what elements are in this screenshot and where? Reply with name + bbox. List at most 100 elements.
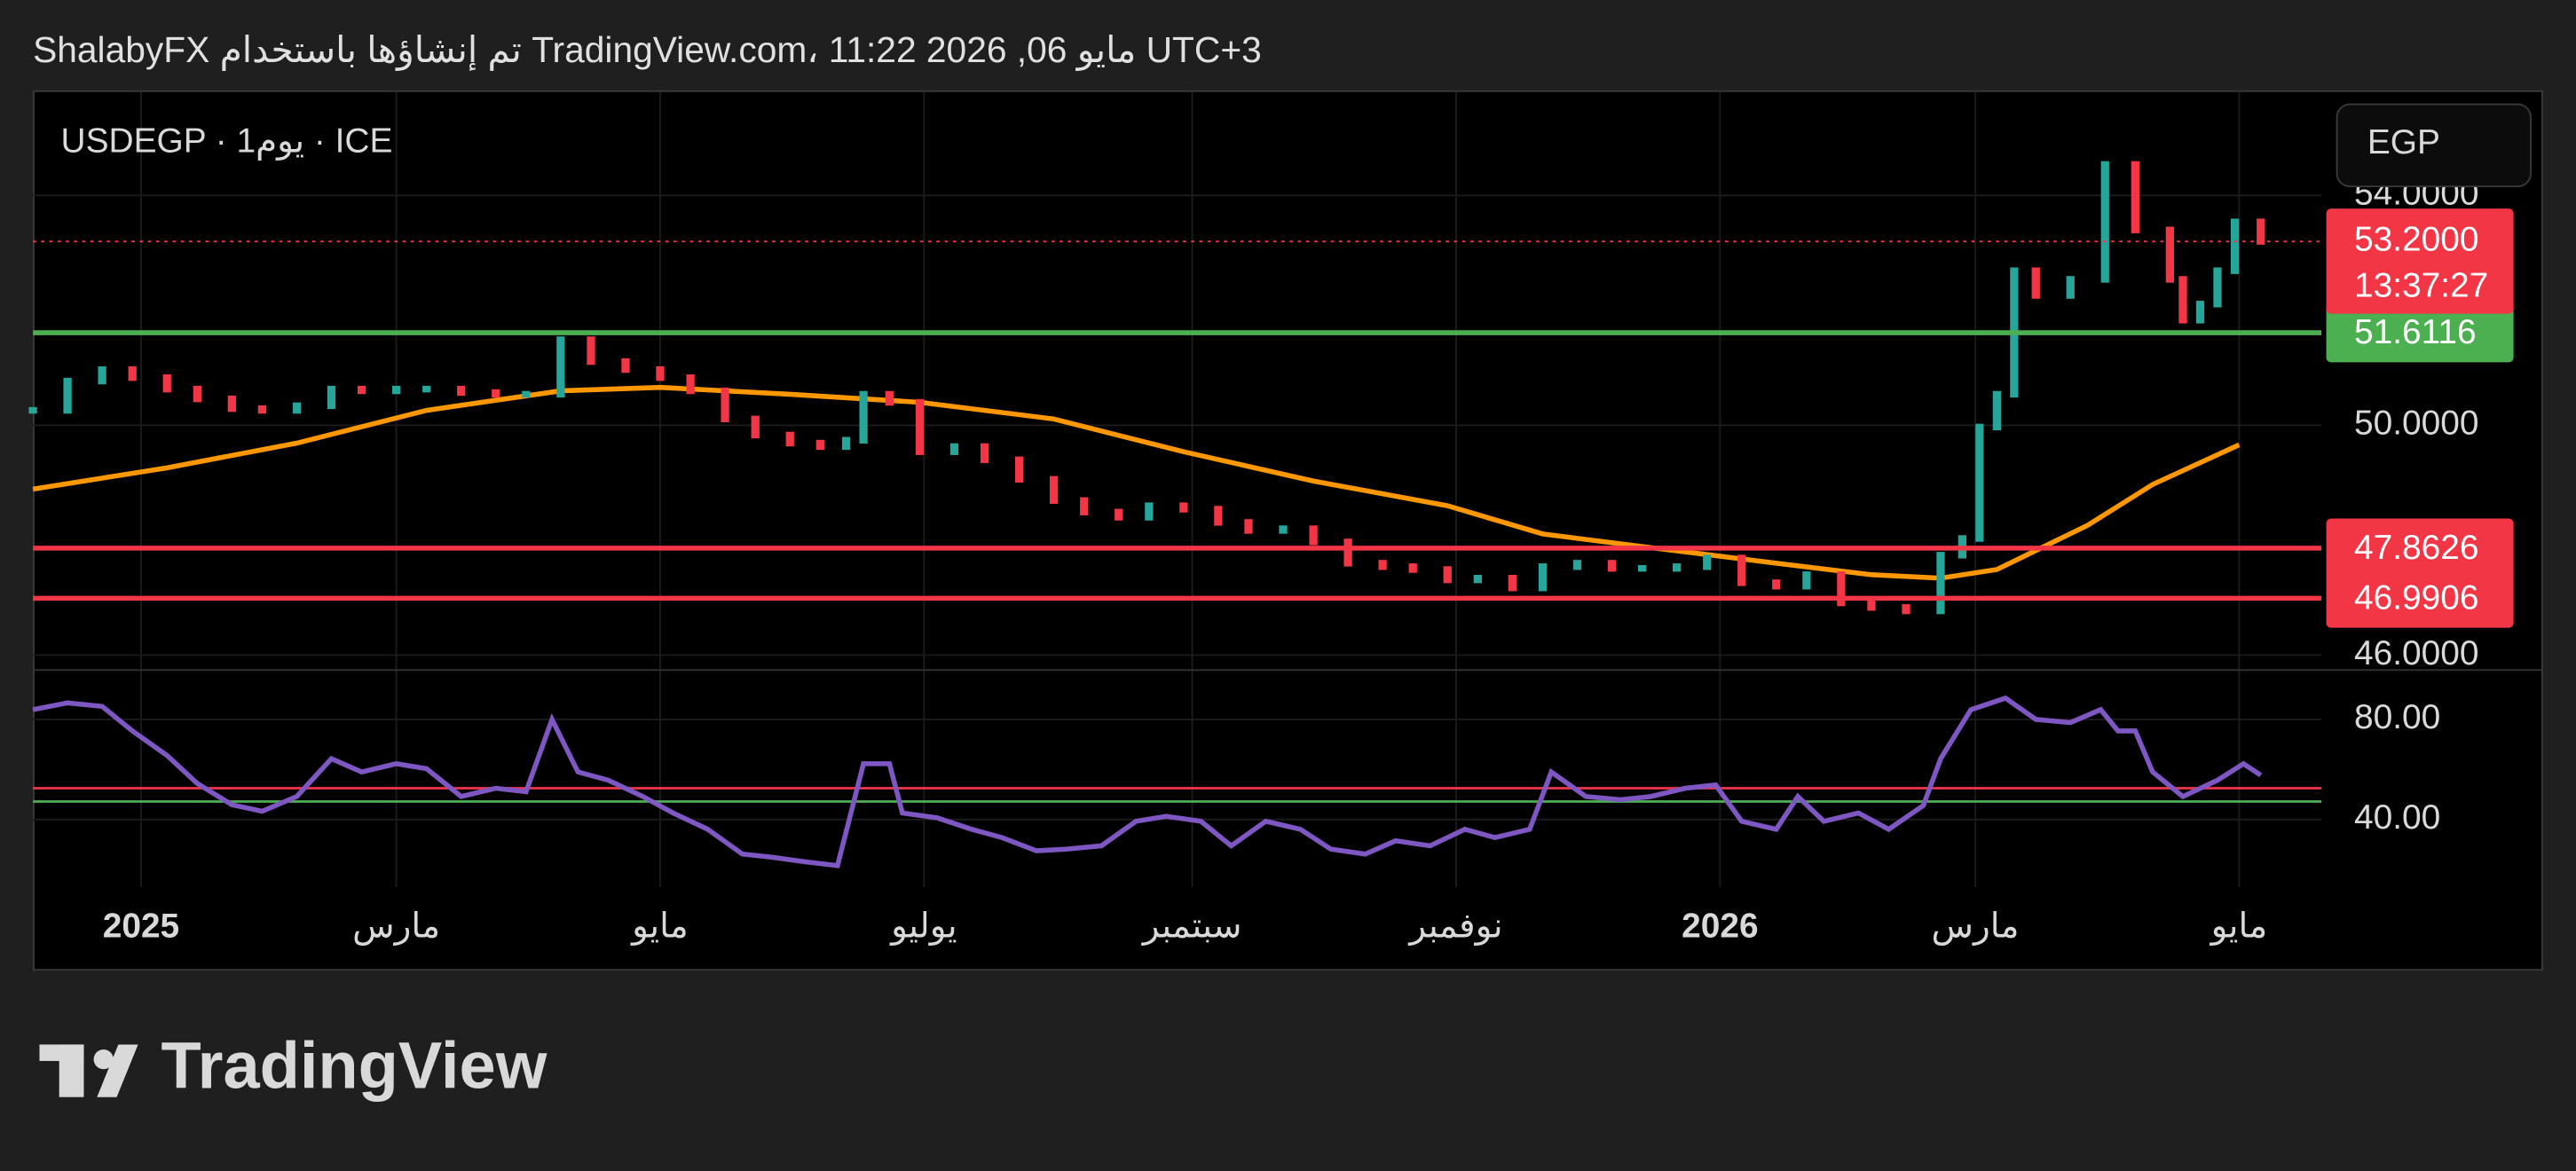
candle [128, 365, 137, 381]
candle [1145, 502, 1154, 521]
candle [1992, 390, 2001, 431]
last-price-label: 53.2000 [2354, 220, 2478, 258]
candle [522, 390, 531, 398]
candle [492, 389, 500, 398]
candle [2257, 218, 2265, 245]
candle [391, 385, 401, 395]
x-tick-label: مارس [352, 907, 440, 945]
logo-icon [39, 1044, 138, 1097]
candle [721, 387, 729, 423]
candle [1080, 497, 1089, 515]
candle [1014, 456, 1024, 483]
candle [785, 431, 794, 447]
candle [2066, 276, 2075, 299]
candle [621, 358, 630, 373]
candle [457, 385, 466, 397]
level-label: 46.9906 [2354, 578, 2478, 617]
candle [327, 385, 336, 410]
currency-button[interactable] [2336, 103, 2532, 188]
candle [1837, 571, 1846, 607]
candle [1607, 560, 1617, 572]
candle [1309, 525, 1318, 546]
x-tick-label: مارس [1932, 907, 2020, 945]
candle [2195, 301, 2205, 324]
x-tick-label: سبتمبر [1141, 907, 1242, 946]
candle [1244, 519, 1253, 534]
candle [686, 373, 695, 395]
candle [162, 373, 171, 393]
level-box [2326, 518, 2514, 578]
candle [2213, 267, 2222, 308]
candle [1443, 566, 1452, 584]
last-price-box [2326, 208, 2514, 314]
candle [1572, 560, 1582, 570]
candle [1408, 563, 1417, 573]
level-label: 51.6116 [2354, 313, 2477, 351]
candle [2031, 267, 2040, 299]
candle [1975, 423, 1984, 542]
candle [2131, 161, 2139, 233]
x-tick-label: 2026 [1682, 907, 1758, 945]
candle [1473, 575, 1482, 584]
candle [656, 365, 665, 381]
candle [1867, 599, 1876, 611]
candle [292, 402, 302, 414]
candle [1637, 564, 1647, 572]
candle [98, 365, 106, 385]
candle [357, 385, 366, 395]
logo-text: TradingView [161, 1029, 547, 1103]
y-tick-label: 40.00 [2354, 798, 2440, 837]
rsi-line [32, 695, 2263, 868]
candle [1672, 563, 1682, 572]
symbol-title: USDEGP · 1يوم · ICE [61, 122, 393, 161]
candle [815, 439, 824, 451]
candle [1343, 538, 1352, 567]
x-tick-label: مايو [630, 907, 689, 946]
y-tick-label: 50.0000 [2354, 405, 2478, 443]
candle [1378, 560, 1387, 570]
candle [751, 415, 760, 439]
candle [556, 336, 565, 398]
candle [2100, 161, 2109, 283]
x-tick-label: نوفمبر [1407, 907, 1502, 946]
candle [1737, 554, 1746, 586]
candle [1214, 506, 1223, 526]
candle [859, 390, 868, 444]
candle [2178, 276, 2187, 324]
candle [1936, 552, 1945, 615]
candle [1508, 575, 1516, 592]
candle [28, 406, 37, 414]
countdown: 13:37:27 [2354, 266, 2488, 304]
x-tick-label: 2025 [103, 907, 179, 945]
header: ShalabyFX تم إنشاؤها باستخدام TradingVie… [33, 29, 1262, 71]
candle [422, 385, 431, 393]
level-box [2326, 303, 2514, 363]
candle [1703, 554, 1712, 570]
y-tick-label: 46.0000 [2354, 634, 2478, 672]
candle [1179, 502, 1188, 513]
candle [1802, 571, 1811, 590]
level-label: 47.8626 [2354, 529, 2478, 567]
x-tick-label: يوليو [889, 907, 957, 946]
candle [1538, 563, 1548, 592]
currency-label[interactable]: EGP [2367, 123, 2440, 161]
candle [193, 385, 201, 403]
candle [63, 377, 72, 414]
candle [1279, 525, 1288, 534]
chart-panel [33, 90, 2543, 971]
candle [1115, 508, 1123, 521]
candle [257, 405, 267, 414]
candle [1772, 579, 1781, 590]
candle [2165, 226, 2174, 283]
level-box [2326, 569, 2514, 628]
moving-average [32, 384, 2241, 581]
y-tick-label: 80.00 [2354, 698, 2440, 736]
candle [1902, 604, 1910, 615]
candle [587, 336, 595, 365]
candle [841, 436, 851, 451]
candle [885, 390, 894, 406]
candle [227, 395, 236, 413]
candle [980, 443, 989, 463]
